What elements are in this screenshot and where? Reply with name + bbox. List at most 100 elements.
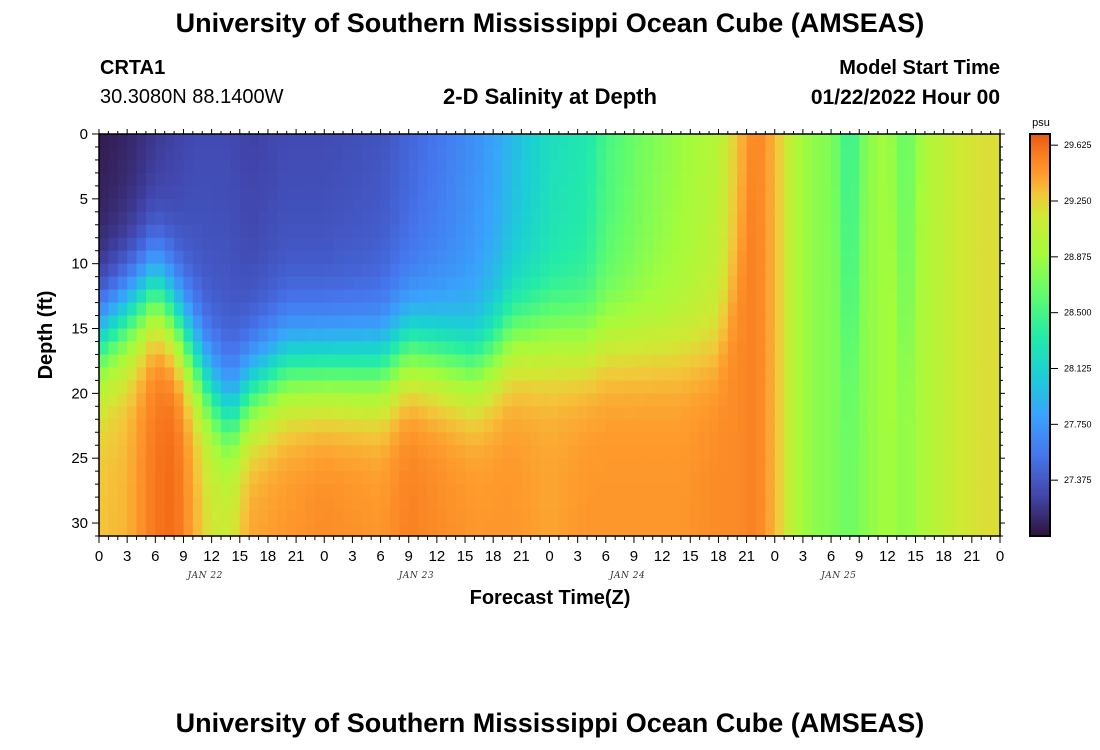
heatmap-cell — [333, 172, 344, 187]
heatmap-cell — [502, 471, 513, 485]
heatmap-cell — [230, 393, 241, 407]
heatmap-cell — [211, 458, 222, 472]
heatmap-cell — [709, 523, 720, 537]
heatmap-cell — [230, 237, 241, 252]
heatmap-cell — [230, 406, 241, 420]
heatmap-cell — [389, 263, 400, 278]
heatmap-cell — [521, 198, 532, 213]
heatmap-cell — [145, 263, 156, 278]
heatmap-cell — [755, 471, 766, 485]
heatmap-cell — [652, 445, 663, 459]
heatmap-cell — [981, 315, 992, 330]
heatmap-cell — [718, 419, 729, 433]
heatmap-cell — [202, 263, 213, 278]
heatmap-cell — [953, 367, 964, 381]
heatmap-cell — [408, 458, 419, 472]
heatmap-cell — [521, 471, 532, 485]
heatmap-cell — [99, 484, 109, 498]
heatmap-cell — [690, 419, 701, 433]
heatmap-cell — [305, 393, 316, 407]
heatmap-cell — [727, 367, 738, 381]
heatmap-cell — [343, 289, 354, 304]
x-tick-label: 12 — [429, 548, 446, 565]
heatmap-cell — [427, 523, 438, 537]
heatmap-cell — [239, 159, 250, 174]
heatmap-cell — [577, 237, 588, 252]
heatmap-cell — [277, 497, 288, 511]
heatmap-cell — [164, 250, 175, 265]
heatmap-cell — [699, 484, 710, 498]
heatmap-cell — [568, 146, 579, 161]
heatmap-cell — [296, 263, 307, 278]
heatmap-cell — [840, 134, 851, 148]
heatmap-cell — [577, 510, 588, 524]
heatmap-cell — [868, 367, 879, 381]
heatmap-cell — [540, 471, 551, 485]
heatmap-cell — [633, 380, 644, 394]
heatmap-cell — [127, 237, 138, 252]
heatmap-cell — [530, 484, 541, 498]
heatmap-cell — [812, 250, 823, 265]
heatmap-cell — [690, 172, 701, 187]
heatmap-cell — [286, 315, 297, 330]
heatmap-cell — [821, 445, 832, 459]
heatmap-cell — [418, 237, 429, 252]
heatmap-cell — [812, 380, 823, 394]
heatmap-cell — [718, 510, 729, 524]
heatmap-cell — [943, 328, 954, 343]
heatmap-cell — [793, 510, 804, 524]
heatmap-cell — [324, 224, 335, 239]
heatmap-cell — [840, 393, 851, 407]
heatmap-cell — [859, 380, 870, 394]
footer-title: University of Southern Mississippi Ocean… — [175, 708, 925, 738]
heatmap-cell — [127, 146, 138, 161]
heatmap-cell — [615, 172, 626, 187]
heatmap-cell — [296, 380, 307, 394]
heatmap-cell — [990, 237, 1001, 252]
heatmap-cell — [521, 146, 532, 161]
heatmap-cell — [455, 289, 466, 304]
heatmap-cell — [408, 302, 419, 317]
heatmap-cell — [577, 367, 588, 381]
heatmap-cell — [117, 250, 128, 265]
heatmap-cell — [962, 159, 973, 174]
heatmap-cell — [652, 211, 663, 226]
heatmap-cell — [427, 367, 438, 381]
heatmap-cell — [718, 432, 729, 446]
heatmap-cell — [127, 432, 138, 446]
heatmap-cell — [549, 341, 560, 356]
heatmap-cell — [511, 523, 522, 537]
heatmap-cell — [568, 134, 579, 148]
heatmap-cell — [915, 510, 926, 524]
heatmap-cell — [887, 276, 898, 291]
heatmap-cell — [990, 146, 1001, 161]
heatmap-cell — [230, 471, 241, 485]
heatmap-cell — [521, 185, 532, 200]
heatmap-cell — [267, 354, 278, 369]
heatmap-cell — [474, 406, 485, 420]
heatmap-cell — [953, 471, 964, 485]
heatmap-cell — [849, 250, 860, 265]
x-tick-label: 0 — [545, 548, 553, 565]
heatmap-cell — [868, 276, 879, 291]
heatmap-cell — [436, 237, 447, 252]
heatmap-cell — [699, 185, 710, 200]
heatmap-cell — [709, 484, 720, 498]
heatmap-cell — [802, 458, 813, 472]
heatmap-cell — [174, 237, 185, 252]
heatmap-cell — [530, 445, 541, 459]
heatmap-cell — [164, 367, 175, 381]
heatmap-cell — [267, 497, 278, 511]
heatmap-cell — [587, 367, 598, 381]
chart-subtitle: 2-D Salinity at Depth — [443, 84, 657, 109]
heatmap-cell — [793, 146, 804, 161]
heatmap-cell — [136, 471, 147, 485]
heatmap-cell — [887, 289, 898, 304]
heatmap-cell — [530, 432, 541, 446]
heatmap-cell — [521, 315, 532, 330]
heatmap-cell — [577, 302, 588, 317]
heatmap-cell — [793, 159, 804, 174]
heatmap-cell — [314, 315, 325, 330]
heatmap-cell — [577, 471, 588, 485]
heatmap-cell — [643, 484, 654, 498]
